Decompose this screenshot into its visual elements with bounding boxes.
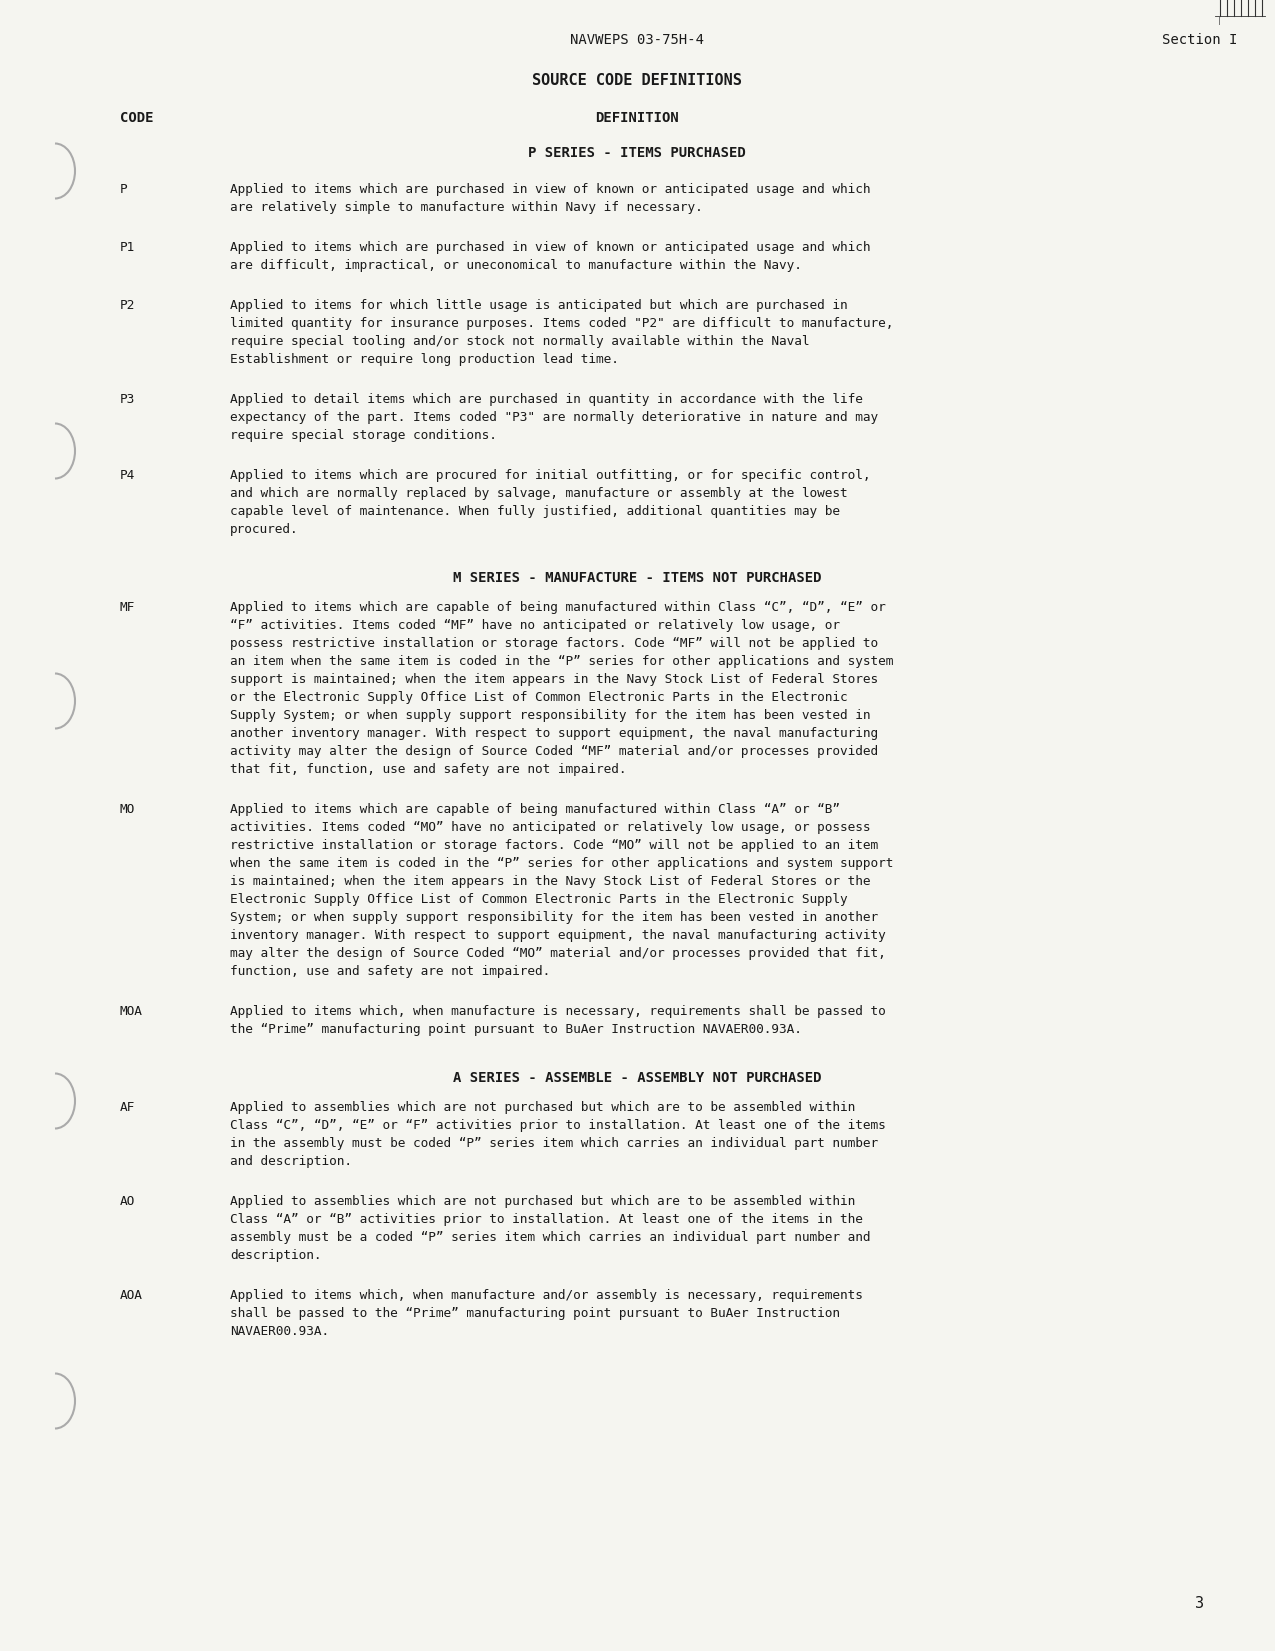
Text: are difficult, impractical, or uneconomical to manufacture within the Navy.: are difficult, impractical, or uneconomi… [230, 259, 802, 272]
Text: description.: description. [230, 1250, 321, 1261]
Text: Applied to items which are purchased in view of known or anticipated usage and w: Applied to items which are purchased in … [230, 241, 871, 254]
Text: Applied to items for which little usage is anticipated but which are purchased i: Applied to items for which little usage … [230, 299, 848, 312]
Text: SOURCE CODE DEFINITIONS: SOURCE CODE DEFINITIONS [532, 73, 742, 88]
Text: Class “C”, “D”, “E” or “F” activities prior to installation. At least one of the: Class “C”, “D”, “E” or “F” activities pr… [230, 1119, 886, 1133]
Text: Class “A” or “B” activities prior to installation. At least one of the items in : Class “A” or “B” activities prior to ins… [230, 1213, 863, 1227]
Text: “F” activities. Items coded “MF” have no anticipated or relatively low usage, or: “F” activities. Items coded “MF” have no… [230, 619, 840, 632]
Text: Supply System; or when supply support responsibility for the item has been veste: Supply System; or when supply support re… [230, 708, 871, 721]
Text: is maintained; when the item appears in the Navy Stock List of Federal Stores or: is maintained; when the item appears in … [230, 875, 871, 888]
Text: AO: AO [120, 1195, 135, 1209]
Text: that fit, function, use and safety are not impaired.: that fit, function, use and safety are n… [230, 763, 626, 776]
Text: Applied to assemblies which are not purchased but which are to be assembled with: Applied to assemblies which are not purc… [230, 1195, 856, 1209]
Text: A SERIES - ASSEMBLE - ASSEMBLY NOT PURCHASED: A SERIES - ASSEMBLE - ASSEMBLY NOT PURCH… [453, 1071, 821, 1085]
Text: and description.: and description. [230, 1156, 352, 1167]
Text: shall be passed to the “Prime” manufacturing point pursuant to BuAer Instruction: shall be passed to the “Prime” manufactu… [230, 1308, 840, 1321]
Text: CODE: CODE [120, 111, 153, 125]
Text: Applied to items which, when manufacture and/or assembly is necessary, requireme: Applied to items which, when manufacture… [230, 1289, 863, 1303]
Text: possess restrictive installation or storage factors. Code “MF” will not be appli: possess restrictive installation or stor… [230, 637, 878, 650]
Text: limited quantity for insurance purposes. Items coded "P2" are difficult to manuf: limited quantity for insurance purposes.… [230, 317, 894, 330]
Text: Applied to items which, when manufacture is necessary, requirements shall be pas: Applied to items which, when manufacture… [230, 1005, 886, 1019]
Text: another inventory manager. With respect to support equipment, the naval manufact: another inventory manager. With respect … [230, 726, 878, 740]
Text: NAVWEPS 03-75H-4: NAVWEPS 03-75H-4 [570, 33, 704, 46]
Text: P SERIES - ITEMS PURCHASED: P SERIES - ITEMS PURCHASED [528, 145, 746, 160]
Text: Applied to items which are procured for initial outfitting, or for specific cont: Applied to items which are procured for … [230, 469, 871, 482]
Text: AF: AF [120, 1101, 135, 1114]
Text: and which are normally replaced by salvage, manufacture or assembly at the lowes: and which are normally replaced by salva… [230, 487, 848, 500]
Text: the “Prime” manufacturing point pursuant to BuAer Instruction NAVAER00.93A.: the “Prime” manufacturing point pursuant… [230, 1024, 802, 1035]
Text: are relatively simple to manufacture within Navy if necessary.: are relatively simple to manufacture wit… [230, 201, 703, 215]
Text: capable level of maintenance. When fully justified, additional quantities may be: capable level of maintenance. When fully… [230, 505, 840, 518]
Text: when the same item is coded in the “P” series for other applications and system : when the same item is coded in the “P” s… [230, 857, 894, 870]
Text: M SERIES - MANUFACTURE - ITEMS NOT PURCHASED: M SERIES - MANUFACTURE - ITEMS NOT PURCH… [453, 571, 821, 584]
Text: in the assembly must be coded “P” series item which carries an individual part n: in the assembly must be coded “P” series… [230, 1138, 878, 1151]
Text: may alter the design of Source Coded “MO” material and/or processes provided tha: may alter the design of Source Coded “MO… [230, 948, 886, 959]
Text: AOA: AOA [120, 1289, 143, 1303]
Text: MF: MF [120, 601, 135, 614]
Text: 3: 3 [1196, 1597, 1205, 1611]
Text: MO: MO [120, 802, 135, 816]
Text: Applied to items which are purchased in view of known or anticipated usage and w: Applied to items which are purchased in … [230, 183, 871, 196]
Text: Applied to items which are capable of being manufactured within Class “C”, “D”, : Applied to items which are capable of be… [230, 601, 886, 614]
Text: restrictive installation or storage factors. Code “MO” will not be applied to an: restrictive installation or storage fact… [230, 839, 878, 852]
Text: inventory manager. With respect to support equipment, the naval manufacturing ac: inventory manager. With respect to suppo… [230, 930, 886, 943]
Text: assembly must be a coded “P” series item which carries an individual part number: assembly must be a coded “P” series item… [230, 1232, 871, 1243]
Text: P4: P4 [120, 469, 135, 482]
Text: activities. Items coded “MO” have no anticipated or relatively low usage, or pos: activities. Items coded “MO” have no ant… [230, 821, 871, 834]
Text: Establishment or require long production lead time.: Establishment or require long production… [230, 353, 618, 367]
Text: procured.: procured. [230, 523, 298, 537]
Text: function, use and safety are not impaired.: function, use and safety are not impaire… [230, 964, 551, 977]
Text: P1: P1 [120, 241, 135, 254]
Text: Applied to assemblies which are not purchased but which are to be assembled with: Applied to assemblies which are not purc… [230, 1101, 856, 1114]
Text: an item when the same item is coded in the “P” series for other applications and: an item when the same item is coded in t… [230, 655, 894, 669]
Text: |: | [1218, 17, 1221, 25]
Text: or the Electronic Supply Office List of Common Electronic Parts in the Electroni: or the Electronic Supply Office List of … [230, 692, 848, 703]
Text: require special storage conditions.: require special storage conditions. [230, 429, 497, 442]
Text: Applied to detail items which are purchased in quantity in accordance with the l: Applied to detail items which are purcha… [230, 393, 863, 406]
Text: Applied to items which are capable of being manufactured within Class “A” or “B”: Applied to items which are capable of be… [230, 802, 840, 816]
Text: P: P [120, 183, 128, 196]
Text: Section I: Section I [1163, 33, 1238, 46]
Text: P2: P2 [120, 299, 135, 312]
Text: activity may alter the design of Source Coded “MF” material and/or processes pro: activity may alter the design of Source … [230, 745, 878, 758]
Text: P3: P3 [120, 393, 135, 406]
Text: System; or when supply support responsibility for the item has been vested in an: System; or when supply support responsib… [230, 911, 878, 925]
Text: NAVAER00.93A.: NAVAER00.93A. [230, 1326, 329, 1337]
Text: require special tooling and/or stock not normally available within the Naval: require special tooling and/or stock not… [230, 335, 810, 348]
Text: MOA: MOA [120, 1005, 143, 1019]
Text: support is maintained; when the item appears in the Navy Stock List of Federal S: support is maintained; when the item app… [230, 674, 878, 687]
Text: Electronic Supply Office List of Common Electronic Parts in the Electronic Suppl: Electronic Supply Office List of Common … [230, 893, 848, 906]
Text: DEFINITION: DEFINITION [595, 111, 678, 125]
Text: expectancy of the part. Items coded "P3" are normally deteriorative in nature an: expectancy of the part. Items coded "P3"… [230, 411, 878, 424]
